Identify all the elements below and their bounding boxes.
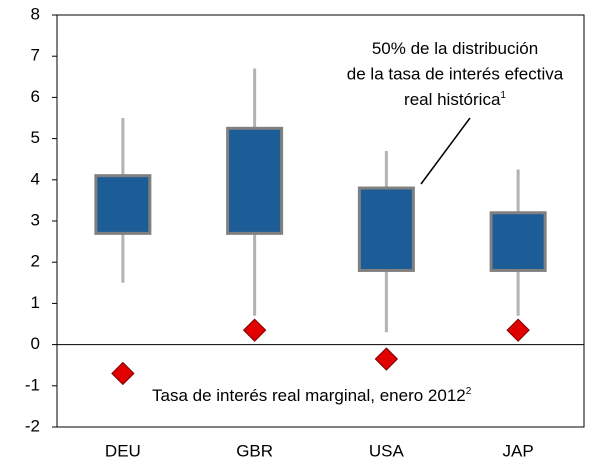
box — [226, 126, 284, 235]
box — [94, 174, 152, 235]
box — [489, 211, 547, 272]
y-tick-label: 2 — [31, 252, 40, 271]
marker — [374, 347, 399, 371]
y-tick-label: 6 — [31, 87, 40, 106]
marker — [111, 361, 135, 386]
annotation-text: de la tasa de interés efectiva — [347, 65, 564, 84]
y-tick-label: 3 — [31, 210, 40, 229]
annotation-text: 50% de la distribución — [372, 39, 538, 58]
x-tick-label: USA — [369, 441, 405, 460]
y-tick-label: 4 — [31, 169, 40, 188]
x-tick-label: GBR — [236, 441, 273, 460]
x-tick-label: DEU — [105, 441, 141, 460]
annotation: real histórica1 — [404, 90, 506, 110]
y-tick-label: -2 — [25, 416, 40, 435]
leader-line — [420, 117, 471, 185]
annotation-text: real histórica — [404, 90, 501, 109]
annotation: de la tasa de interés efectiva — [347, 65, 564, 84]
marker — [506, 318, 530, 342]
y-tick-label: -1 — [25, 375, 40, 394]
annotation-note: 1 — [500, 90, 506, 101]
annotation-text: Tasa de interés real marginal, enero 201… — [152, 386, 466, 405]
x-tick-label: JAP — [503, 441, 534, 460]
y-tick-label: 8 — [31, 4, 40, 23]
marker — [242, 318, 267, 342]
annotation-note: 2 — [466, 386, 472, 397]
y-tick-label: 1 — [31, 293, 40, 312]
annotation: 50% de la distribución — [372, 39, 538, 58]
y-tick-label: 0 — [31, 334, 40, 353]
box — [357, 186, 415, 272]
annotation: Tasa de interés real marginal, enero 201… — [152, 386, 472, 406]
y-tick-label: 7 — [31, 46, 40, 65]
y-tick-label: 5 — [31, 128, 40, 147]
